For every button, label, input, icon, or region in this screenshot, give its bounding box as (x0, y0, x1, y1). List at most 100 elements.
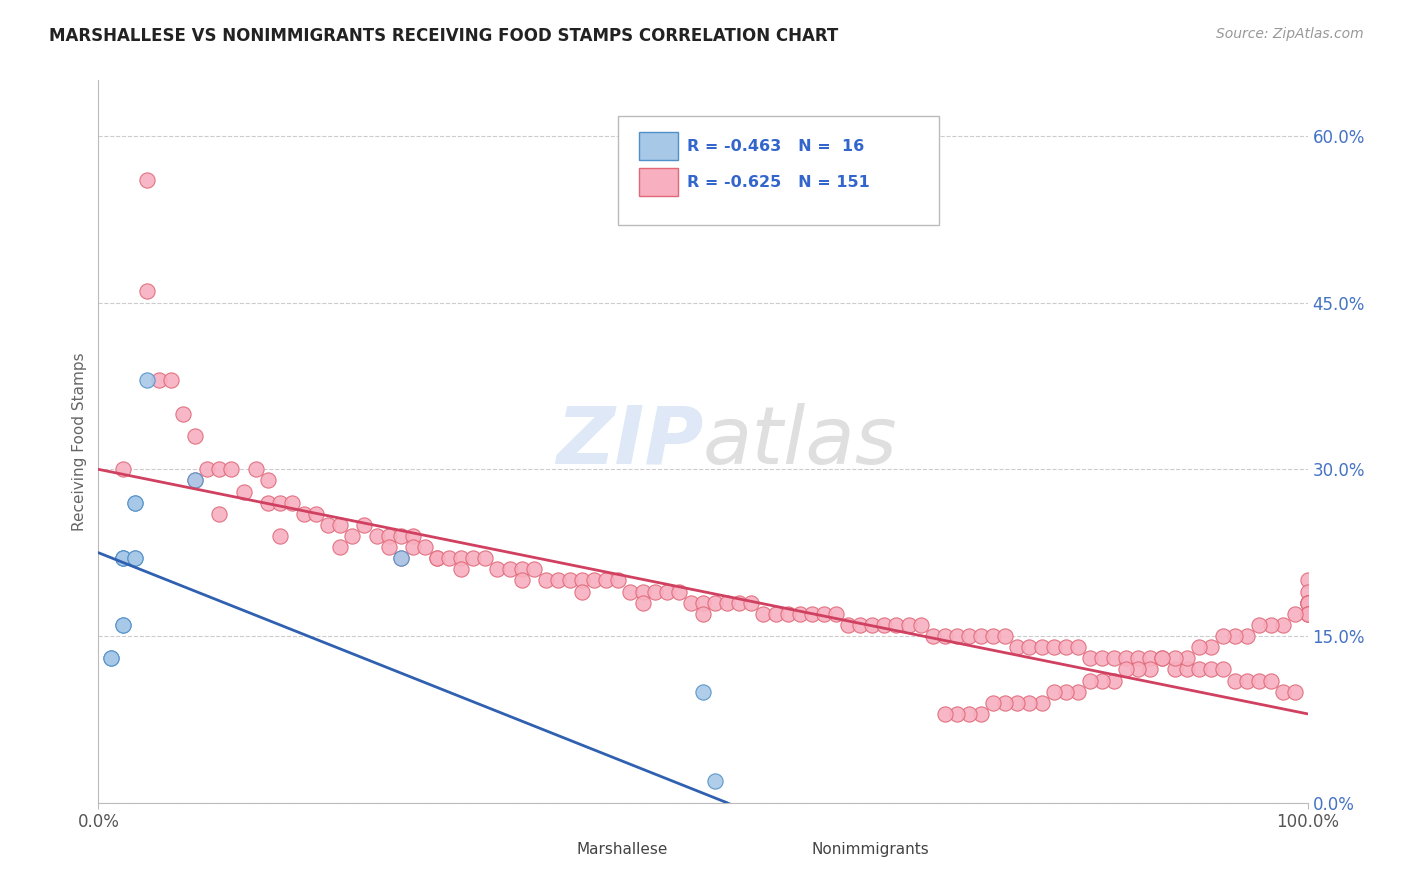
Point (813, 607, 835, 621)
Point (692, 596, 714, 610)
Text: ZIP: ZIP (555, 402, 703, 481)
Text: Nonimmigrants: Nonimmigrants (811, 842, 929, 857)
Point (1007, 640, 1029, 655)
Point (195, 462, 218, 476)
Point (124, 551, 146, 566)
Point (934, 706, 956, 721)
Point (366, 529, 388, 543)
Point (450, 562, 472, 576)
Point (1223, 673, 1246, 688)
Point (245, 462, 267, 476)
Point (994, 696, 1017, 710)
Point (1152, 651, 1174, 665)
Point (184, 474, 207, 488)
Point (1163, 651, 1185, 665)
Point (921, 629, 943, 643)
Point (776, 607, 799, 621)
Point (124, 496, 146, 510)
Point (679, 596, 702, 610)
Point (135, 285, 157, 299)
Point (135, 373, 157, 387)
Point (957, 629, 980, 643)
Point (208, 507, 231, 521)
Point (329, 540, 352, 554)
Point (1042, 684, 1064, 698)
Point (873, 618, 896, 632)
Point (389, 529, 412, 543)
Point (1031, 696, 1053, 710)
Point (1054, 684, 1077, 698)
Point (981, 629, 1004, 643)
Point (292, 507, 315, 521)
Point (437, 551, 460, 566)
Point (1031, 640, 1053, 655)
Point (946, 706, 969, 721)
Point (558, 574, 581, 588)
Point (1296, 574, 1319, 588)
Point (595, 574, 617, 588)
Point (1296, 607, 1319, 621)
Point (644, 584, 666, 599)
Point (305, 507, 328, 521)
Point (221, 462, 243, 476)
Point (1067, 684, 1090, 698)
Text: Marshallese: Marshallese (576, 842, 668, 857)
Point (111, 618, 134, 632)
Point (1078, 651, 1101, 665)
Point (789, 607, 811, 621)
Point (269, 529, 291, 543)
Point (256, 474, 278, 488)
FancyBboxPatch shape (769, 845, 803, 866)
Point (342, 529, 364, 543)
Point (426, 551, 449, 566)
Text: Source: ZipAtlas.com: Source: ZipAtlas.com (1216, 27, 1364, 41)
Point (148, 373, 170, 387)
Point (946, 629, 969, 643)
Point (184, 429, 207, 443)
Point (860, 618, 883, 632)
Point (389, 551, 412, 566)
Point (510, 574, 533, 588)
Point (583, 574, 606, 588)
Point (631, 584, 654, 599)
Point (1296, 596, 1319, 610)
Point (800, 607, 823, 621)
Point (1102, 673, 1125, 688)
Point (1296, 596, 1319, 610)
Point (1212, 662, 1234, 676)
Point (100, 651, 122, 665)
Point (1007, 696, 1029, 710)
Point (160, 373, 183, 387)
Point (1188, 662, 1211, 676)
Point (1115, 662, 1137, 676)
Point (1102, 651, 1125, 665)
Point (100, 651, 122, 665)
Point (692, 684, 714, 698)
FancyBboxPatch shape (534, 845, 568, 866)
Point (1078, 673, 1101, 688)
Text: atlas: atlas (703, 402, 898, 481)
Point (135, 173, 157, 187)
Point (1128, 662, 1150, 676)
Point (124, 551, 146, 566)
Point (692, 607, 714, 621)
Point (111, 618, 134, 632)
Point (1260, 618, 1282, 632)
Point (1296, 607, 1319, 621)
Point (957, 706, 980, 721)
Point (281, 496, 304, 510)
Point (994, 629, 1017, 643)
Point (728, 596, 751, 610)
Point (1296, 584, 1319, 599)
Point (523, 562, 546, 576)
Point (886, 618, 908, 632)
Point (1091, 651, 1114, 665)
Point (752, 607, 775, 621)
Point (934, 629, 956, 643)
Point (704, 773, 727, 788)
Point (1018, 640, 1040, 655)
Point (389, 551, 412, 566)
Point (1236, 629, 1258, 643)
FancyBboxPatch shape (638, 169, 678, 196)
Point (1284, 684, 1306, 698)
